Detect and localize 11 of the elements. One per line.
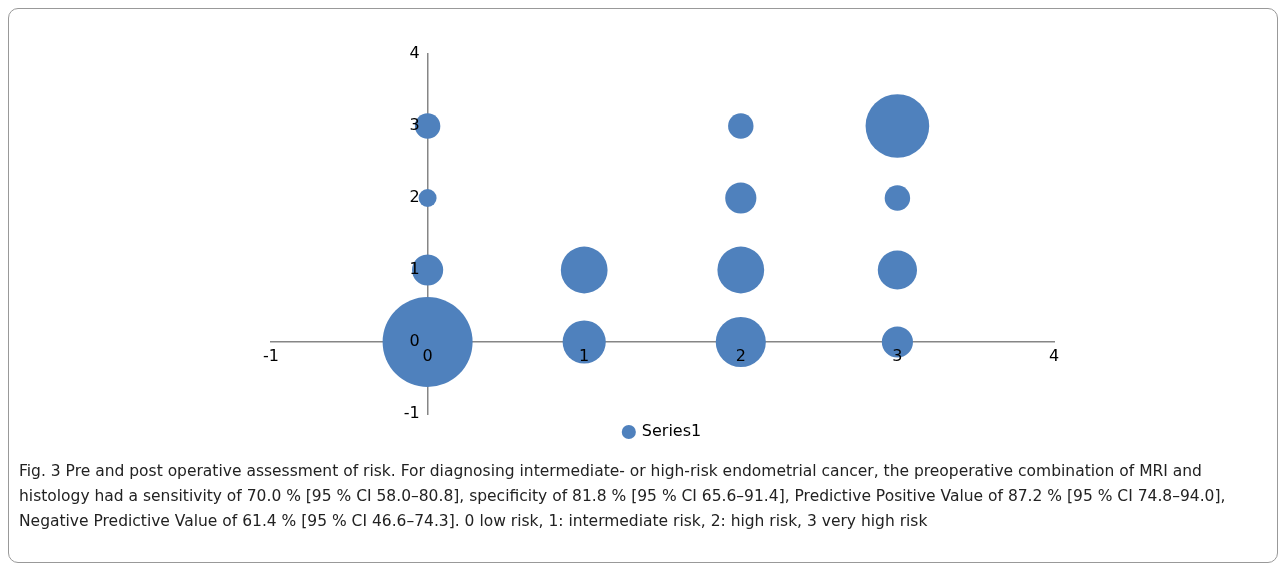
y-tick-label: 4 bbox=[409, 43, 420, 63]
x-tick-label: -1 bbox=[263, 346, 279, 366]
x-tick-label: 4 bbox=[1048, 346, 1060, 366]
x-tick-label: 2 bbox=[735, 346, 746, 366]
legend-label: Series1 bbox=[641, 421, 702, 441]
y-tick-label: 2 bbox=[409, 187, 420, 207]
x-tick-label: 0 bbox=[422, 346, 433, 366]
caption: Fig. 3 Pre and post operative assessment of risk. For diagnosing intermediate- or high-risk endometrial cancer, the preoperative combination of MRI and histology had a sensitivity of 70.0 % [95 % CI 58.0–80.8], specificity of 81.8 % [95 % CI 65.6–91.4], Predictive Positive Value of 87.2 % [95 % CI 74.8–94.0], Negative Predictive Value of 61.4 % [95 % CI 46.6–74.3]. 0 low risk, 1: intermediate risk, 2: high risk, 3 very high risk bbox=[18, 461, 1227, 532]
y-tick-label: -1 bbox=[403, 403, 420, 423]
y-tick-label: 0 bbox=[409, 331, 420, 351]
x-tick-label: 1 bbox=[579, 346, 590, 366]
